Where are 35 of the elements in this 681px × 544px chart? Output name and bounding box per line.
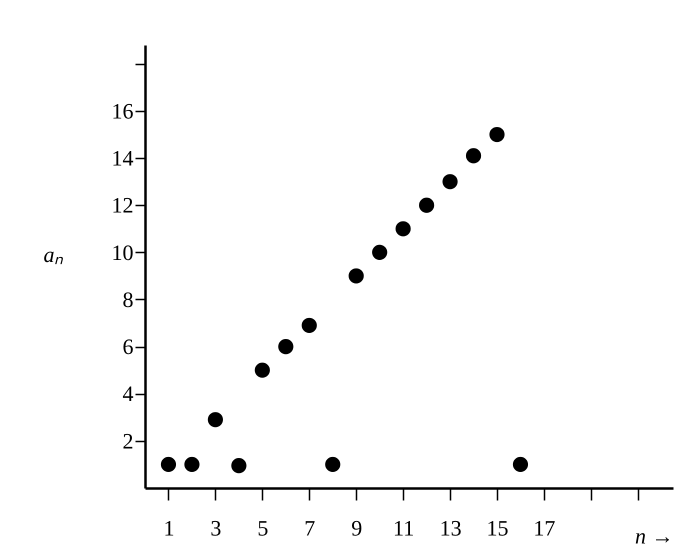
point bbox=[512, 456, 528, 472]
point bbox=[208, 412, 223, 428]
point bbox=[396, 221, 411, 236]
y-tick-label: 14 bbox=[112, 146, 134, 171]
point bbox=[278, 339, 294, 354]
point bbox=[348, 268, 364, 284]
point bbox=[442, 174, 458, 190]
x-tick-label: 17 bbox=[533, 516, 556, 540]
x-tick-label: 3 bbox=[210, 516, 222, 540]
y-tick-label: 12 bbox=[112, 192, 134, 218]
point bbox=[160, 456, 176, 472]
point bbox=[489, 126, 505, 142]
y-tick-label: 10 bbox=[112, 240, 134, 265]
point bbox=[231, 458, 246, 474]
y-axis-title: aₙ bbox=[44, 242, 64, 267]
point bbox=[325, 456, 340, 472]
y-tick-label: 4 bbox=[122, 381, 134, 406]
x-tick-label: 13 bbox=[440, 516, 462, 540]
x-axis-title: n → bbox=[635, 524, 674, 544]
point bbox=[466, 148, 482, 164]
x-tick-label: 7 bbox=[304, 516, 316, 540]
point bbox=[302, 318, 317, 333]
y-tick-label: 6 bbox=[122, 334, 134, 360]
y-tick-label: 2 bbox=[122, 428, 134, 454]
x-tick-label: 9 bbox=[351, 516, 362, 540]
point bbox=[254, 362, 270, 378]
x-tick-label: 11 bbox=[393, 516, 414, 540]
point bbox=[372, 244, 388, 260]
x-tick-label: 15 bbox=[486, 516, 508, 540]
x-tick-label: 5 bbox=[257, 516, 268, 540]
point bbox=[184, 456, 200, 472]
y-tick-label: 8 bbox=[122, 286, 134, 312]
point bbox=[419, 198, 434, 213]
y-tick-label: 16 bbox=[112, 98, 134, 124]
x-tick-label: 1 bbox=[163, 516, 174, 540]
